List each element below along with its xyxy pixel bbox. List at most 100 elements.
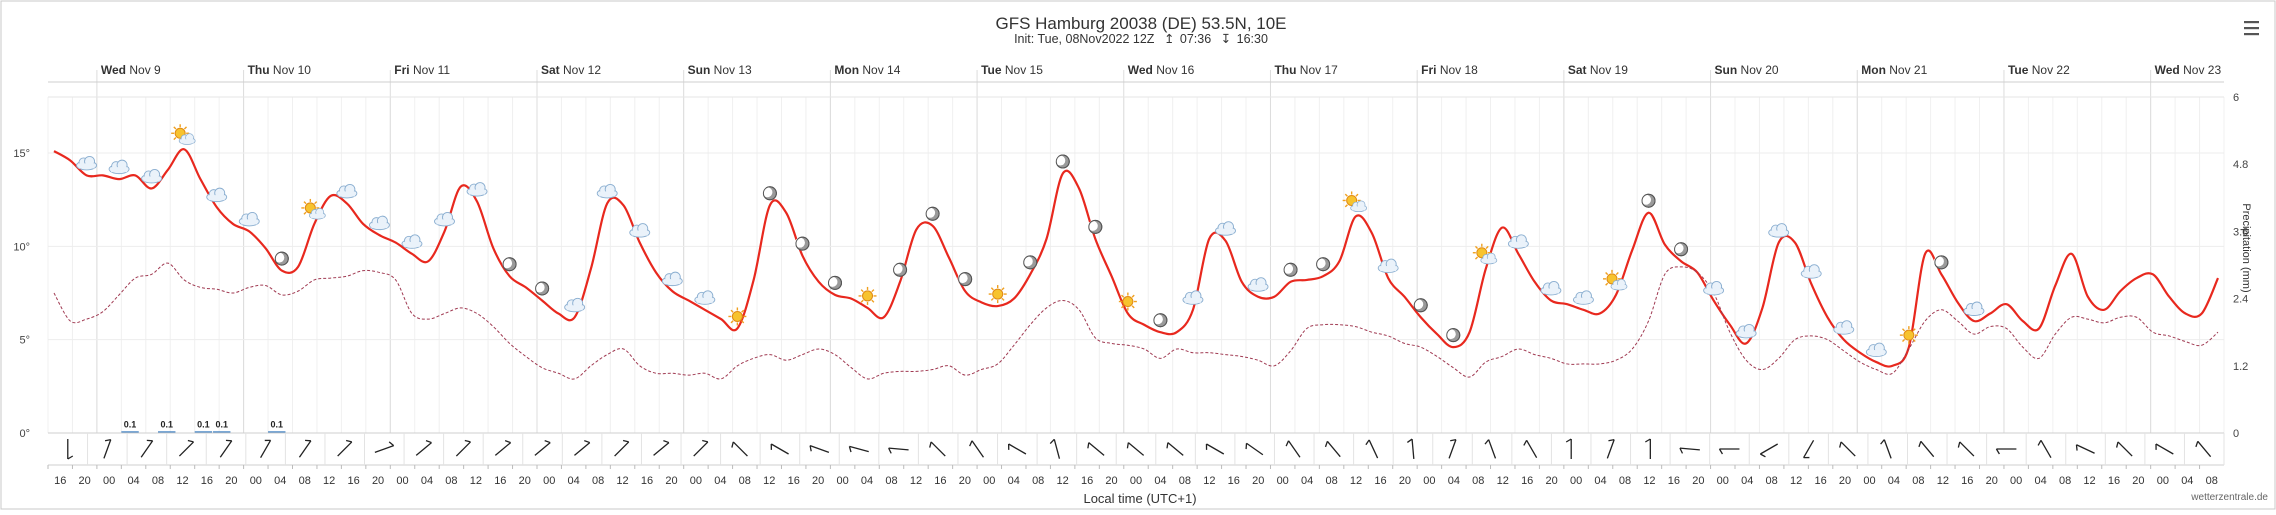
cloud-fill [436, 219, 453, 225]
hour-label: 08 [1179, 475, 1191, 487]
wind-shaft [1368, 439, 1379, 459]
wind-barb-icon [140, 439, 154, 458]
wind-barb [1679, 447, 1684, 454]
moon-icon [1413, 298, 1428, 313]
sun-cloud-icon [1602, 269, 1628, 291]
sun-ray [303, 211, 307, 215]
hour-label: 12 [910, 475, 922, 487]
wind-barb-icon [1087, 442, 1105, 456]
sun-ray [741, 309, 745, 313]
cloud-fill [469, 189, 486, 195]
moon-icon [1152, 313, 1168, 328]
sunrise-icon: ↥ [1164, 32, 1174, 46]
moon-icon [957, 272, 973, 287]
wind-barb [1205, 443, 1208, 450]
hamburger-menu-icon[interactable] [2240, 18, 2262, 40]
y-right-tick: 6 [2233, 92, 2239, 104]
wind-barb [584, 440, 590, 444]
moon-outline [274, 251, 289, 266]
moon-icon [1087, 219, 1103, 234]
day-date: Nov 20 [1737, 63, 1779, 77]
moon-icon [925, 206, 940, 221]
y-left-tick: 10° [13, 241, 30, 253]
hour-axis: 16 20 00 04 08 12 16 20 00 04 08 12 16 20 00 04 08 12 16 20… [47, 465, 2218, 487]
y-right-tick: 0 [2233, 428, 2239, 440]
wind-barb [1285, 440, 1290, 447]
hour-label: 16 [934, 475, 946, 487]
hour-label: 16 [1668, 475, 1680, 487]
wind-barb-icon [1957, 441, 1975, 457]
sun-cloud-icon [301, 198, 326, 220]
wind-barb-icon [693, 439, 709, 457]
wind-barb [425, 440, 432, 444]
wind-barb-icon [1007, 443, 1027, 455]
moon-outline [1413, 298, 1428, 313]
wind-shaft [1679, 447, 1700, 451]
sun-ray [990, 297, 994, 301]
cloud-fill [1542, 288, 1559, 294]
hour-label: 08 [445, 475, 457, 487]
cloud-icon [1865, 342, 1887, 358]
wind-barb-icon [2195, 440, 2212, 458]
wind-shaft [1840, 441, 1856, 457]
day-weekday: Mon [1861, 63, 1886, 77]
cloud-shape [596, 183, 618, 199]
wind-barb-icon [219, 439, 233, 458]
precip-bar [121, 431, 139, 433]
sun-ray [1605, 282, 1609, 286]
day-weekday: Fri [1421, 63, 1436, 77]
wind-barb [1995, 448, 2000, 455]
wind-barb [388, 441, 395, 447]
hour-label: 00 [1423, 475, 1435, 487]
hour-label: 00 [250, 475, 262, 487]
cloud-shape [108, 159, 130, 175]
hour-label: 16 [1521, 475, 1533, 487]
cloud-fill [1868, 350, 1885, 356]
wind-barb [1166, 442, 1169, 449]
sun-ray [730, 320, 734, 324]
wind-barb-icon [2115, 441, 2133, 457]
cloud-fill [566, 305, 583, 311]
wind-shaft [1167, 442, 1184, 456]
hour-label: 08 [299, 475, 311, 487]
hour-label: 20 [372, 475, 384, 487]
y-left-tick: 0° [19, 428, 30, 440]
cloud-shape [368, 215, 390, 231]
hour-label: 08 [885, 475, 897, 487]
wind-shaft [219, 440, 233, 458]
hour-label: 20 [1839, 475, 1851, 487]
wind-barb-icon [103, 438, 112, 459]
cloud-fill [1482, 258, 1496, 263]
wind-shaft [1411, 438, 1415, 460]
wind-barb [504, 440, 511, 444]
cloud-shape [434, 211, 455, 227]
wind-shaft [1883, 439, 1892, 459]
hour-label: 16 [788, 475, 800, 487]
wind-barb [809, 445, 812, 452]
wind-barb [1450, 438, 1457, 442]
cloud-fill [143, 176, 160, 182]
cloud-icon [596, 183, 618, 199]
wind-barb [929, 441, 932, 448]
wind-barb-icon [770, 443, 789, 455]
sun-ray [1131, 305, 1135, 309]
wind-barb-icon [1523, 440, 1538, 458]
precip-bar [194, 431, 213, 433]
cloud-shape [141, 169, 163, 184]
cloud-fill [599, 191, 616, 197]
cloud-fill [1184, 297, 1201, 303]
wind-shaft [2076, 444, 2095, 454]
wind-barb-icon [1760, 443, 1779, 458]
cloud-icon [629, 223, 651, 238]
sun-ray [730, 309, 734, 313]
hour-label: 12 [2083, 475, 2095, 487]
precip-label: 0.1 [215, 419, 228, 429]
cloud-shape [1350, 200, 1368, 213]
y-left-tick: 15° [13, 148, 30, 160]
cloud-icon [206, 187, 228, 203]
wind-barb [663, 440, 670, 444]
moon-outline [535, 281, 550, 296]
day-label: Mon Nov 21 [1861, 63, 1927, 77]
wind-shaft [1803, 440, 1815, 458]
